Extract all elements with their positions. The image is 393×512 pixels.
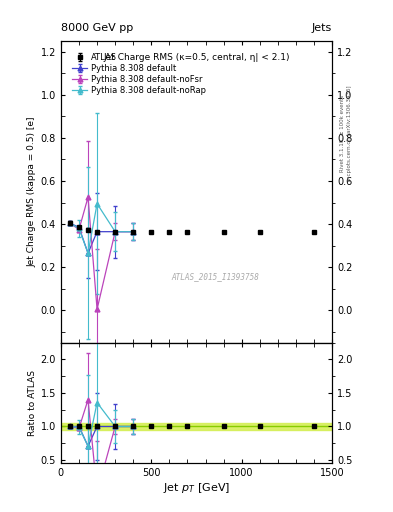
Y-axis label: Ratio to ATLAS: Ratio to ATLAS [28, 370, 37, 436]
Text: ATLAS_2015_I1393758: ATLAS_2015_I1393758 [171, 272, 259, 281]
Text: mcplots.cern.ch [arXiv:1306.3436]: mcplots.cern.ch [arXiv:1306.3436] [347, 86, 352, 181]
Text: 8000 GeV pp: 8000 GeV pp [61, 23, 133, 33]
Y-axis label: Jet Charge RMS (kappa = 0.5) [e]: Jet Charge RMS (kappa = 0.5) [e] [28, 117, 37, 267]
X-axis label: Jet $p_T$ [GeV]: Jet $p_T$ [GeV] [163, 481, 230, 495]
Bar [61, 423, 332, 430]
Text: Jet Charge RMS (κ=0.5, central, η| < 2.1): Jet Charge RMS (κ=0.5, central, η| < 2.1… [103, 53, 290, 62]
Legend: ATLAS, Pythia 8.308 default, Pythia 8.308 default-noFsr, Pythia 8.308 default-no: ATLAS, Pythia 8.308 default, Pythia 8.30… [70, 51, 208, 97]
Text: Rivet 3.1.10, ≥ 100k events: Rivet 3.1.10, ≥ 100k events [340, 95, 345, 172]
Text: Jets: Jets [312, 23, 332, 33]
